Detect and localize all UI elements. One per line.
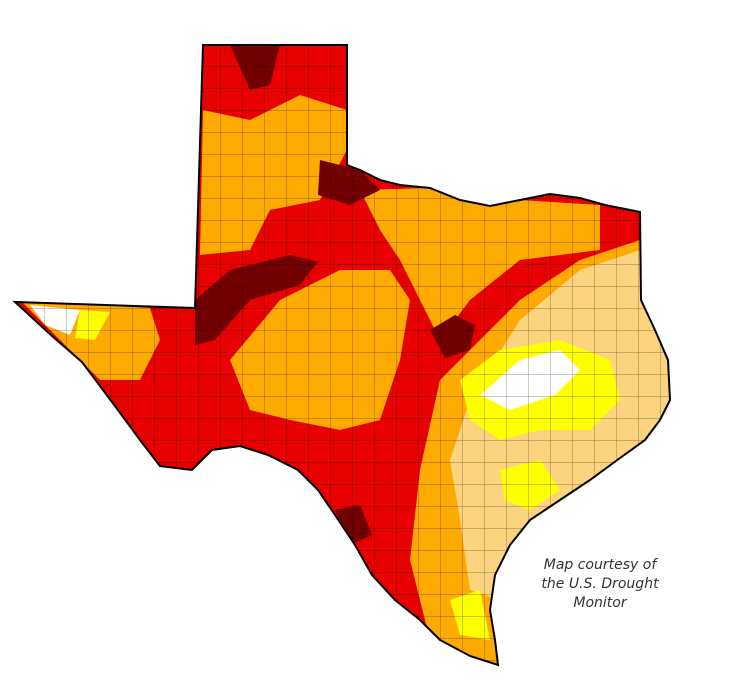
credit-line: Map courtesy of <box>544 557 659 573</box>
credit-line: Monitor <box>573 595 627 611</box>
credit-line: the U.S. Drought <box>541 576 659 592</box>
